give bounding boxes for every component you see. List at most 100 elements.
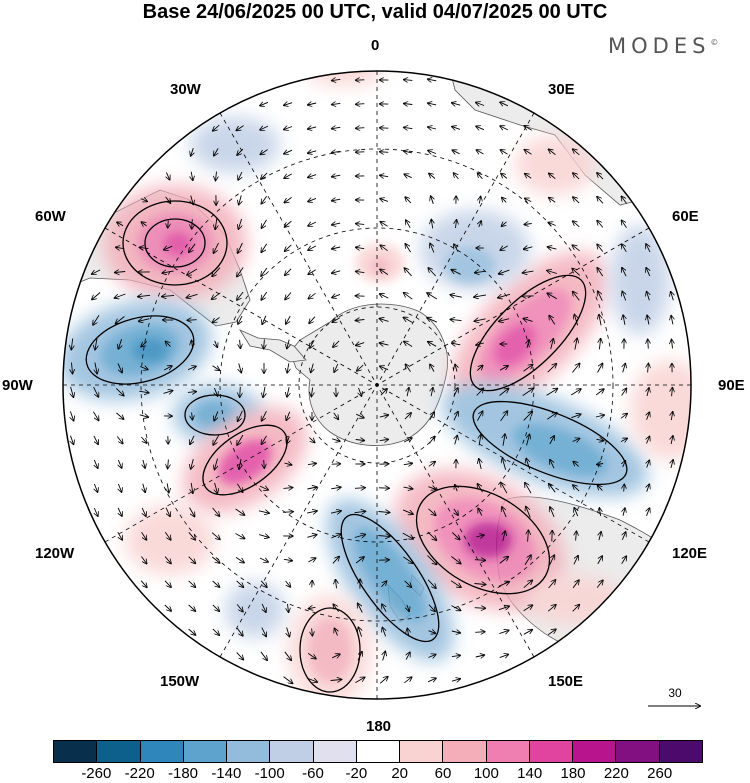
wind-arrow (332, 151, 341, 152)
wind-arrow (379, 415, 388, 417)
colorbar-swatch (182, 741, 227, 762)
wind-arrow (572, 580, 579, 589)
wind-arrow (599, 339, 600, 350)
wind-arrow (212, 507, 220, 516)
wind-arrow (572, 364, 579, 373)
wind-arrow (622, 292, 625, 301)
lon-label-60e: 60E (672, 208, 699, 225)
wind-arrow (404, 151, 413, 153)
wind-arrow (527, 435, 530, 446)
wind-arrow (164, 604, 171, 611)
wind-arrow (597, 364, 603, 373)
wind-arrow (403, 463, 412, 464)
wind-arrow (188, 556, 196, 564)
wind-arrow (451, 532, 459, 540)
wind-arrow (404, 318, 413, 323)
wind-arrow (525, 174, 532, 179)
wind-arrow (284, 173, 293, 178)
wind-arrow (404, 268, 412, 277)
wind-arrow (380, 152, 389, 153)
wind-arrow (355, 440, 365, 441)
modes-logo-text: MODES (608, 34, 711, 58)
wind-arrow (332, 439, 340, 441)
wind-arrow (235, 557, 244, 562)
wind-arrow (647, 388, 649, 397)
wind-arrow (357, 364, 364, 371)
wind-arrow (502, 507, 507, 518)
wind-arrow (500, 126, 509, 130)
wind-arrow (92, 292, 101, 300)
wind-arrow (524, 126, 532, 131)
wind-arrow (430, 244, 434, 253)
wind-arrow (259, 558, 268, 562)
wind-arrow (164, 556, 171, 564)
colorbar-swatch (269, 741, 313, 762)
wind-arrow (311, 387, 312, 397)
wind-arrow (190, 435, 195, 444)
wind-arrow (261, 243, 268, 252)
wind-arrow (117, 363, 122, 372)
wind-arrow (622, 244, 627, 253)
map-disc (63, 71, 691, 699)
colorbar-swatch (226, 741, 270, 762)
wind-arrow (307, 535, 316, 538)
wind-arrow (117, 222, 124, 225)
wind-arrow (404, 580, 412, 587)
wind-arrow (237, 483, 242, 492)
wind-arrow (307, 653, 316, 658)
wind-arrow (307, 511, 317, 513)
wind-arrow (191, 148, 194, 156)
wind-arrow (216, 171, 217, 181)
wind-arrow (260, 102, 269, 105)
wind-arrow (356, 224, 365, 225)
lon-label-120w: 120W (35, 545, 75, 562)
wind-arrow (451, 556, 460, 563)
wind-arrow (573, 556, 578, 565)
wind-arrow (595, 415, 604, 417)
wind-arrow (431, 196, 434, 204)
wind-arrow (284, 150, 293, 154)
wind-arrow (212, 365, 220, 370)
wind-arrow (333, 604, 339, 612)
wind-arrow (621, 389, 627, 396)
wind-arrow (547, 413, 556, 420)
wind-arrow (671, 292, 674, 301)
wind-arrow (525, 150, 532, 155)
wind-arrow (71, 435, 74, 445)
colorbar-tick-label: -20 (345, 765, 368, 782)
wind-arrow (356, 128, 365, 129)
wind-arrow (429, 174, 436, 179)
wind-arrow (523, 630, 532, 635)
wind-arrow (264, 339, 265, 348)
wind-arrow (454, 508, 458, 515)
wind-arrow (261, 267, 268, 276)
wind-arrow (523, 580, 532, 589)
wind-vectors (70, 79, 673, 683)
wind-arrow (237, 434, 244, 445)
wind-arrow (379, 439, 389, 440)
wind-arrow (162, 295, 175, 296)
wind-arrow (646, 244, 650, 253)
colorbar-swatch (442, 741, 486, 762)
wind-arrow (188, 580, 196, 587)
wind-arrow (428, 462, 435, 467)
wind-arrow (383, 652, 386, 661)
wind-arrow (502, 458, 505, 470)
wind-arrow (402, 509, 413, 514)
wind-arrow (478, 484, 483, 493)
colorbar (53, 740, 703, 763)
wind-arrow (404, 677, 411, 684)
lon-label-90w: 90W (2, 377, 33, 394)
colorbar-tick-label: 180 (560, 765, 586, 782)
colorbar-swatch (399, 741, 443, 762)
wind-arrow (429, 437, 434, 444)
wind-arrow (310, 339, 315, 348)
wind-arrow (499, 389, 509, 396)
wind-arrow (572, 605, 580, 612)
wind-arrow (261, 627, 266, 637)
wind-arrow (550, 460, 555, 469)
wind-arrow (116, 247, 125, 248)
wind-arrow (284, 651, 291, 660)
wind-arrow (358, 627, 361, 637)
wind-arrow (212, 604, 219, 611)
